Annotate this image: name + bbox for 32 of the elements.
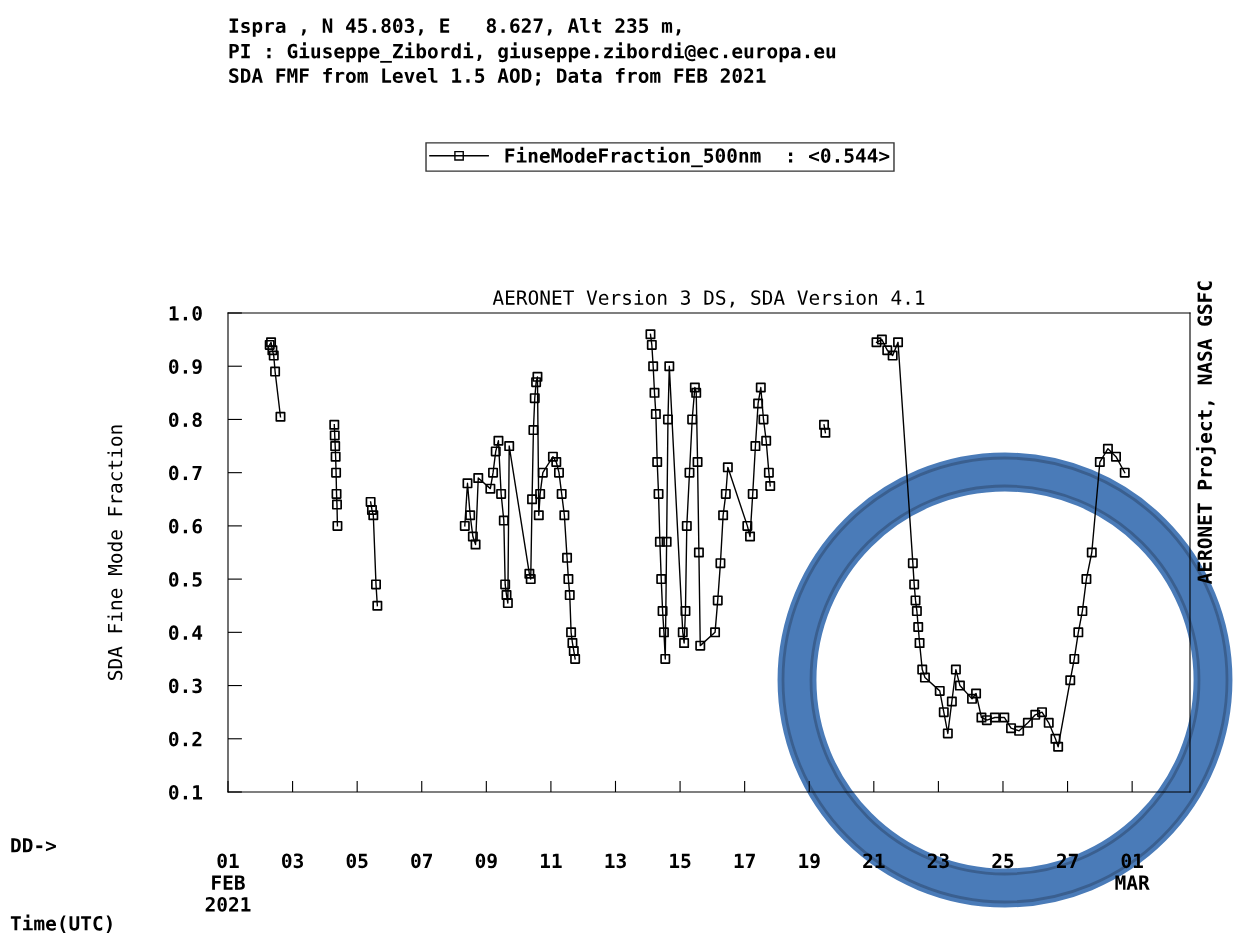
x-tick-label: 07 [411, 853, 432, 869]
x-tick-label: 13 [605, 853, 626, 869]
x-tick-label: 05 [346, 853, 368, 869]
y-tick-label: 0.2 [169, 731, 202, 747]
text: DD-> [11, 838, 56, 853]
x-tick-label: 19 [799, 853, 820, 869]
x-tick-label: 17 [734, 853, 755, 868]
chart-title: Ispra , N 45.803, E 8.627, Alt 235 m, PI : Giuseppe_Zibordi, giuseppe.zibordi@ec.europa.eu SDA FMF from Level 1.5 AOD; Data from FEB 2021 [229, 18, 836, 86]
y-tick-label: 0.9 [169, 359, 202, 374]
y-tick-label: 0.6 [169, 518, 202, 534]
y-tick-label: 0.4 [169, 625, 203, 640]
y-tick-label: 1.0 [169, 305, 202, 321]
y-tick-label: 0.1 [169, 784, 203, 800]
x-tick-label: 23 [927, 853, 949, 869]
y-axis-title: SDA Fine Mode Fraction [107, 425, 123, 680]
y-tick-label: 0.7 [169, 465, 202, 481]
x-tick-label: 25 [992, 853, 1014, 869]
x-tick-label: 15 [670, 853, 691, 869]
x-tick-label: 11 [540, 853, 562, 868]
y-tick-label: 0.5 [169, 572, 202, 587]
x-tick-label: 09 [475, 853, 497, 869]
text: Time(UTC) [10, 914, 112, 933]
text: AERONET Project, NASA GSFC [1195, 281, 1216, 585]
x-tick-label: 01 MAR [1115, 853, 1150, 890]
legend-label: FineModeFraction_500nm : <0.544> [505, 146, 890, 168]
y-tick-label: 0.8 [169, 412, 202, 428]
y-tick-label: 0.3 [169, 678, 202, 694]
chart-subtitle: AERONET Version 3 DS, SDA Version 4.1 [492, 289, 925, 308]
x-tick-label: 27 [1056, 853, 1078, 868]
x-tick-label: 03 [282, 853, 304, 869]
x-tick-label: 21 [863, 853, 885, 868]
x-tick-label: 01 FEB 2021 [205, 853, 251, 912]
